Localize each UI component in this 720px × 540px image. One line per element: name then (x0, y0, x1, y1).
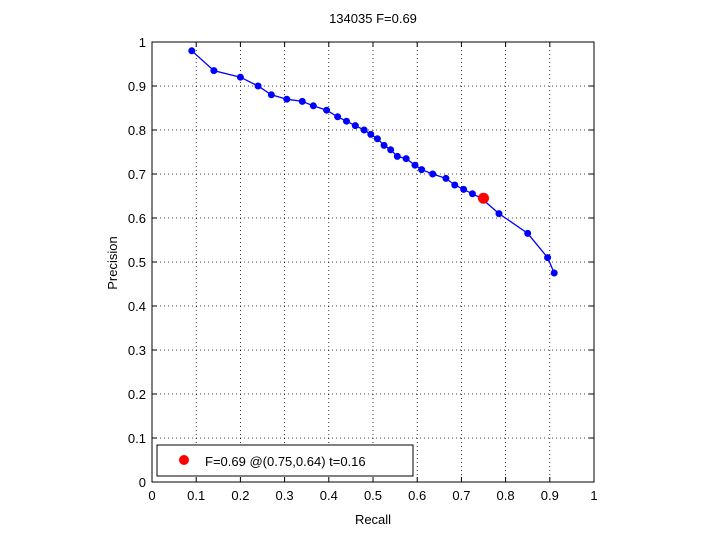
x-tick-label: 0.3 (276, 488, 294, 503)
data-point (393, 152, 401, 160)
x-tick-label: 0.6 (408, 488, 426, 503)
data-point (298, 97, 306, 105)
data-point (342, 117, 350, 125)
data-point (188, 47, 196, 55)
data-point (236, 73, 244, 81)
data-point (544, 254, 552, 262)
data-point (323, 106, 331, 114)
y-tick-label: 0.9 (128, 79, 146, 94)
data-point (210, 67, 218, 75)
data-point (402, 155, 410, 163)
y-tick-label: 0.4 (128, 299, 146, 314)
data-point (418, 166, 426, 174)
data-point (373, 135, 381, 143)
x-tick-label: 0 (148, 488, 155, 503)
y-tick-label: 0.5 (128, 255, 146, 270)
y-tick-label: 1 (139, 35, 146, 50)
plot-area: 0 0.1 0.2 0.3 0.4 0.5 0.6 0.7 0.8 0.9 1 0 0.1 0.2 0.3 0… (128, 35, 598, 503)
y-tick-label: 0.7 (128, 167, 146, 182)
x-tick-label: 1 (590, 488, 597, 503)
legend-marker-icon (179, 455, 189, 465)
x-tick-label: 0.9 (541, 488, 559, 503)
series-line (191, 50, 555, 274)
data-point (550, 269, 558, 277)
data-point (309, 102, 317, 110)
data-point (360, 126, 368, 134)
data-point (254, 82, 262, 90)
legend: F=0.69 @(0.75,0.64) t=0.16 (156, 444, 414, 477)
data-point (367, 130, 375, 138)
y-tick-label: 0.3 (128, 343, 146, 358)
best-f-point (478, 192, 489, 204)
x-axis-label: Recall (355, 512, 391, 527)
data-point (468, 190, 476, 198)
y-axis-label: Precision (105, 236, 120, 289)
data-point (451, 181, 459, 189)
data-point (334, 113, 342, 121)
data-point (524, 229, 532, 237)
legend-box (156, 444, 414, 477)
x-tick-label: 0.5 (364, 488, 382, 503)
x-tick-label: 0.7 (452, 488, 470, 503)
x-tick-label: 0.1 (187, 488, 205, 503)
y-tick-label: 0.6 (128, 211, 146, 226)
data-point (380, 141, 388, 149)
data-point (351, 122, 359, 130)
y-tick-label: 0 (139, 475, 146, 490)
data-point (387, 146, 395, 154)
x-tick-label: 0.8 (497, 488, 515, 503)
data-point (460, 185, 468, 193)
data-point (283, 95, 291, 103)
data-point (411, 161, 419, 169)
chart-title: 134035 F=0.69 (329, 11, 417, 26)
x-tick-label: 0.4 (320, 488, 338, 503)
y-tick-label: 0.2 (128, 387, 146, 402)
data-point (495, 210, 503, 218)
data-point (267, 91, 275, 99)
data-point (442, 174, 450, 182)
x-tick-label: 0.2 (231, 488, 249, 503)
y-tick-label: 0.8 (128, 123, 146, 138)
data-point (429, 170, 437, 178)
y-tick-label: 0.1 (128, 431, 146, 446)
legend-entry: F=0.69 @(0.75,0.64) t=0.16 (205, 454, 366, 469)
